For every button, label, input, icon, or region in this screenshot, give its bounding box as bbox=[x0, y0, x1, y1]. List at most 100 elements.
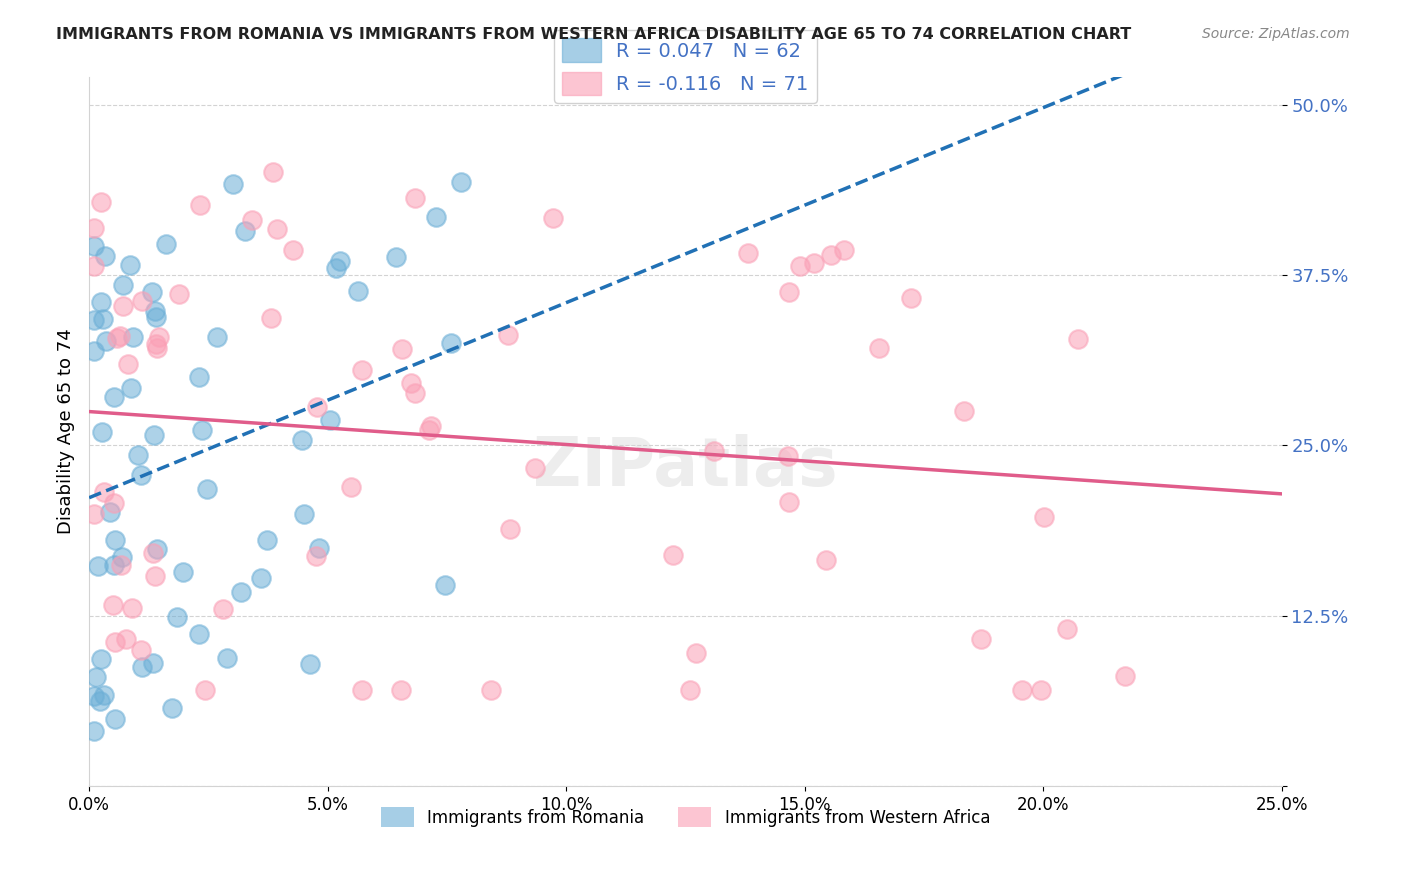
Point bbox=[953, 404, 976, 418]
Point bbox=[778, 495, 800, 509]
Point bbox=[103, 558, 125, 573]
Point bbox=[250, 571, 273, 585]
Point bbox=[820, 248, 842, 262]
Point bbox=[83, 259, 105, 273]
Point bbox=[191, 423, 214, 437]
Point bbox=[195, 482, 218, 496]
Point bbox=[101, 598, 124, 612]
Point bbox=[418, 423, 440, 437]
Point bbox=[83, 724, 105, 739]
Point bbox=[172, 565, 194, 579]
Point bbox=[103, 390, 125, 404]
Point bbox=[1114, 669, 1136, 683]
Point bbox=[384, 250, 406, 264]
Point bbox=[832, 243, 855, 257]
Point bbox=[112, 299, 135, 313]
Point bbox=[1029, 683, 1052, 698]
Point bbox=[121, 600, 143, 615]
Point bbox=[110, 558, 132, 572]
Point bbox=[299, 657, 322, 671]
Point bbox=[389, 683, 412, 698]
Point bbox=[433, 578, 456, 592]
Point bbox=[679, 683, 702, 698]
Point bbox=[425, 210, 447, 224]
Point bbox=[340, 480, 363, 494]
Point bbox=[142, 546, 165, 560]
Point bbox=[194, 683, 217, 698]
Point bbox=[86, 671, 108, 685]
Point bbox=[499, 522, 522, 536]
Point bbox=[103, 496, 125, 510]
Point bbox=[439, 336, 461, 351]
Point bbox=[240, 213, 263, 227]
Point bbox=[814, 553, 837, 567]
Point bbox=[266, 221, 288, 235]
Legend: Immigrants from Romania, Immigrants from Western Africa: Immigrants from Romania, Immigrants from… bbox=[374, 800, 997, 834]
Point bbox=[222, 177, 245, 191]
Point bbox=[294, 507, 316, 521]
Point bbox=[90, 295, 112, 310]
Point bbox=[803, 256, 825, 270]
Point bbox=[166, 610, 188, 624]
Point bbox=[90, 195, 112, 210]
Point bbox=[148, 330, 170, 344]
Point bbox=[83, 507, 105, 521]
Point bbox=[703, 444, 725, 458]
Point bbox=[83, 689, 105, 703]
Point bbox=[347, 284, 370, 298]
Point bbox=[543, 211, 565, 226]
Point bbox=[100, 505, 122, 519]
Point bbox=[868, 341, 890, 355]
Point bbox=[87, 558, 110, 573]
Point bbox=[776, 449, 799, 463]
Point bbox=[111, 549, 134, 564]
Point bbox=[1067, 332, 1090, 346]
Point bbox=[121, 330, 143, 344]
Point bbox=[305, 400, 328, 414]
Point bbox=[160, 701, 183, 715]
Point bbox=[93, 311, 115, 326]
Point bbox=[789, 259, 811, 273]
Y-axis label: Disability Age 65 to 74: Disability Age 65 to 74 bbox=[58, 329, 75, 534]
Point bbox=[1056, 623, 1078, 637]
Point bbox=[127, 449, 149, 463]
Point bbox=[778, 285, 800, 300]
Point bbox=[118, 259, 141, 273]
Point bbox=[399, 376, 422, 391]
Point bbox=[129, 467, 152, 482]
Point bbox=[146, 342, 169, 356]
Point bbox=[329, 254, 352, 268]
Point bbox=[404, 385, 426, 400]
Point bbox=[155, 237, 177, 252]
Point bbox=[205, 330, 228, 344]
Point bbox=[143, 568, 166, 582]
Point bbox=[319, 413, 342, 427]
Point bbox=[142, 656, 165, 670]
Point bbox=[83, 221, 105, 235]
Point bbox=[212, 602, 235, 616]
Point bbox=[105, 331, 128, 345]
Point bbox=[262, 165, 284, 179]
Point bbox=[93, 484, 115, 499]
Point bbox=[217, 650, 239, 665]
Point bbox=[104, 635, 127, 649]
Point bbox=[308, 541, 330, 555]
Text: Source: ZipAtlas.com: Source: ZipAtlas.com bbox=[1202, 27, 1350, 41]
Point bbox=[1032, 510, 1054, 524]
Point bbox=[291, 433, 314, 447]
Point bbox=[110, 328, 132, 343]
Point bbox=[281, 243, 304, 257]
Point bbox=[94, 334, 117, 348]
Point bbox=[479, 683, 502, 698]
Point bbox=[391, 342, 413, 356]
Point bbox=[188, 197, 211, 211]
Point bbox=[129, 643, 152, 657]
Point bbox=[1011, 683, 1033, 698]
Point bbox=[737, 246, 759, 260]
Point bbox=[305, 549, 328, 563]
Point bbox=[352, 683, 374, 698]
Point bbox=[404, 190, 426, 204]
Point bbox=[143, 303, 166, 318]
Point bbox=[90, 652, 112, 666]
Point bbox=[143, 427, 166, 442]
